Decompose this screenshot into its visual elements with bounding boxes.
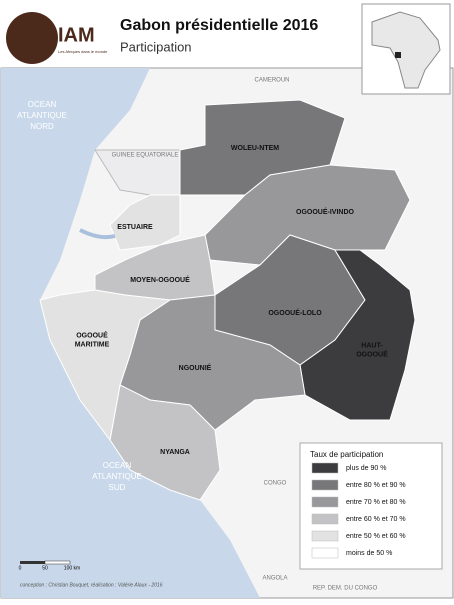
subtitle: Participation (120, 39, 192, 54)
province (39, 289, 172, 442)
legend-label: entre 50 % et 60 % (346, 533, 406, 540)
legend-label: entre 80 % et 90 % (346, 482, 406, 489)
provinces (39, 99, 416, 501)
ocean-label: OCEAN (28, 100, 57, 109)
legend-items: plus de 90 % entre 80 % et 90 % entre 70 %… (311, 462, 406, 559)
ocean-label: OCEAN (103, 461, 132, 470)
inset-map (361, 3, 451, 95)
country-label: REP. DEM. DU CONGO (313, 586, 378, 592)
legend-title: Taux de participation (310, 450, 383, 459)
country-label: ANGOLA (262, 576, 287, 582)
logo-circle (6, 12, 58, 64)
gabon-marker (395, 52, 401, 58)
province-label: NGOUNIÉ (179, 363, 212, 372)
legend-swatch (311, 513, 339, 525)
ocean (1, 68, 260, 598)
scale-bar: 0 50 100 km (19, 560, 80, 571)
province-label: OGOOUÉ-IVINDO (296, 207, 355, 216)
title: Gabon présidentielle 2016 (120, 17, 318, 34)
legend: Taux de participation plus de 90 % entre … (299, 442, 443, 570)
legend-label: moins de 50 % (346, 550, 392, 557)
country-label: CONGO (264, 481, 287, 487)
legend-label: entre 60 % et 70 % (346, 516, 406, 523)
ocean-label: ATLANTIQUE (92, 472, 142, 481)
province-label: HAUT- (361, 342, 383, 349)
legend-label: entre 70 % et 80 % (346, 499, 406, 506)
province-label: OGOOUÉ-LOLO (268, 308, 322, 317)
legend-swatch (311, 530, 339, 542)
estuary (79, 228, 116, 240)
province-label: ESTUAIRE (117, 224, 153, 231)
ocean-label: NORD (30, 122, 54, 131)
legend-label: plus de 90 % (346, 465, 386, 472)
legend-swatch (311, 479, 339, 491)
ocean-label: SUD (109, 483, 126, 492)
logo: IAM Les Afriques dans le monde (6, 12, 108, 64)
province-label: MOYEN-OGOOUÉ (130, 275, 190, 284)
labels: WOLEU-NTEM OGOOUÉ-IVINDO ESTUAIRE MOYEN-OGO… (17, 78, 388, 592)
province (109, 384, 221, 501)
scale-label: 0 (19, 565, 22, 571)
province (109, 194, 181, 251)
province (299, 249, 416, 421)
province-label: MARITIME (75, 341, 110, 348)
legend-swatch (311, 496, 339, 508)
province-label: NYANGA (160, 449, 190, 456)
province-label: WOLEU-NTEM (231, 145, 279, 152)
legend-swatch (311, 547, 339, 559)
province-label: OGOOUÉ (76, 330, 108, 339)
province-label: OGOOUÉ (356, 349, 388, 358)
ocean-label: ATLANTIQUE (17, 111, 67, 120)
country-label: GUINEE EQUATORIALE (112, 153, 179, 159)
logo-tagline: Les Afriques dans le monde (58, 49, 108, 54)
scale-label: 100 km (64, 565, 80, 571)
scale-segment (44, 560, 71, 565)
scale-segment (20, 561, 45, 564)
africa (371, 11, 441, 89)
legend-swatch (311, 462, 339, 474)
scale-label: 50 (42, 565, 48, 571)
credit: conception : Christian Bouquet, réalisat… (20, 582, 163, 588)
country-label: CAMEROUN (254, 78, 289, 84)
logo-text: IAM (58, 24, 95, 46)
